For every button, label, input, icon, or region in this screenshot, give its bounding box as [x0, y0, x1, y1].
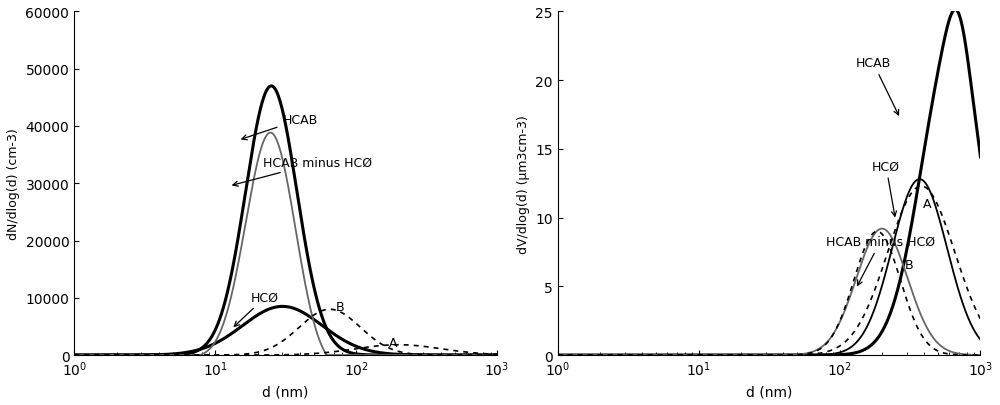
Text: B: B: [336, 301, 345, 313]
Text: HCØ: HCØ: [234, 291, 279, 326]
Text: A: A: [389, 336, 397, 349]
X-axis label: d (nm): d (nm): [262, 384, 309, 398]
Y-axis label: dN/dlog(d) (cm-3): dN/dlog(d) (cm-3): [7, 128, 20, 239]
Y-axis label: dV/dlog(d) (μm3cm-3): dV/dlog(d) (μm3cm-3): [517, 115, 530, 253]
Text: A: A: [923, 197, 931, 210]
Text: HCAB: HCAB: [856, 57, 899, 115]
Text: B: B: [905, 259, 913, 272]
X-axis label: d (nm): d (nm): [746, 384, 792, 398]
Text: HCAB: HCAB: [242, 114, 318, 141]
Text: HCAB minus HCØ: HCAB minus HCØ: [233, 157, 373, 187]
Text: HCAB minus HCØ: HCAB minus HCØ: [826, 235, 935, 286]
Text: HCØ: HCØ: [872, 160, 900, 217]
